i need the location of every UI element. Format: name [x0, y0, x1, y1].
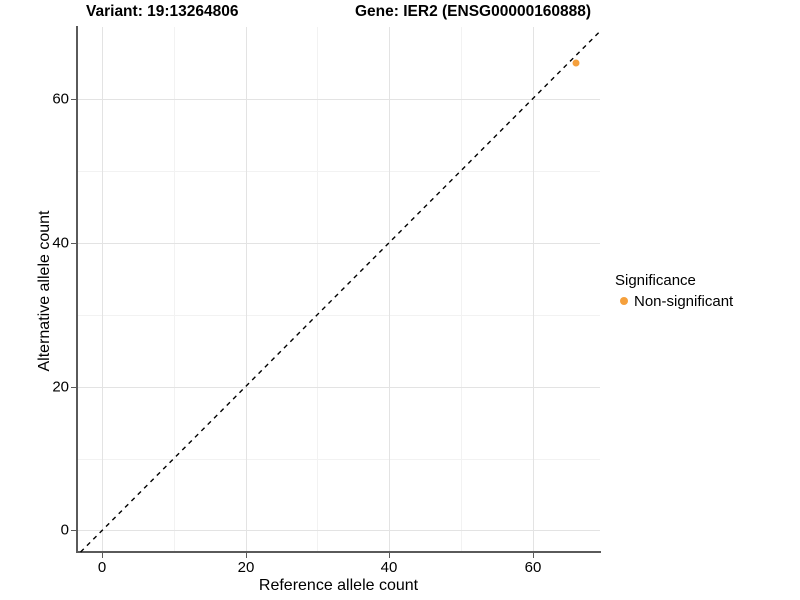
y-tick-label: 0	[60, 521, 69, 539]
legend-item-label: Non-significant	[634, 292, 734, 310]
y-tick-mark	[71, 99, 76, 100]
gridline-minor-x	[174, 27, 175, 552]
x-tick-mark	[246, 553, 247, 558]
y-tick-mark	[71, 530, 76, 531]
x-tick-mark	[533, 553, 534, 558]
y-tick-label: 60	[52, 90, 69, 108]
gridline-major-x	[102, 27, 103, 552]
x-tick-label: 40	[380, 559, 398, 576]
y-tick-mark	[71, 243, 76, 244]
plot-panel	[77, 27, 600, 552]
y-axis-title: Alternative allele count	[36, 210, 53, 372]
legend-circle-icon	[615, 297, 633, 305]
gridline-minor-y	[77, 315, 600, 316]
gridline-major-y	[77, 530, 600, 531]
x-tick-mark	[389, 553, 390, 558]
x-tick-label: 20	[237, 559, 255, 576]
x-tick-label: 0	[97, 559, 107, 576]
x-axis-line	[77, 551, 601, 553]
y-tick-label: 20	[52, 378, 69, 396]
gridline-minor-x	[461, 27, 462, 552]
x-tick-mark	[102, 553, 103, 558]
gridline-major-x	[533, 27, 534, 552]
legend-title: Significance	[615, 272, 696, 289]
scatter-point	[572, 59, 580, 67]
gene-title: Gene: IER2 (ENSG00000160888)	[355, 3, 592, 20]
x-tick-label: 60	[524, 559, 542, 576]
legend-item[interactable]: Non-significant	[615, 291, 795, 311]
y-tick-label: 40	[52, 234, 69, 252]
variant-title: Variant: 19:13264806	[86, 3, 239, 20]
gridline-minor-y	[77, 459, 600, 460]
x-axis-title: Reference allele count	[258, 577, 419, 594]
gridline-minor-y	[77, 171, 600, 172]
legend: Significance Non-significant	[615, 272, 795, 311]
gridline-minor-x	[317, 27, 318, 552]
gridline-major-y	[77, 387, 600, 388]
y-tick-mark	[71, 387, 76, 388]
legend-items: Non-significant	[615, 291, 795, 311]
gridline-major-x	[389, 27, 390, 552]
gridline-major-x	[246, 27, 247, 552]
y-axis-line	[76, 26, 78, 553]
gridline-major-y	[77, 99, 600, 100]
gridline-major-y	[77, 243, 600, 244]
